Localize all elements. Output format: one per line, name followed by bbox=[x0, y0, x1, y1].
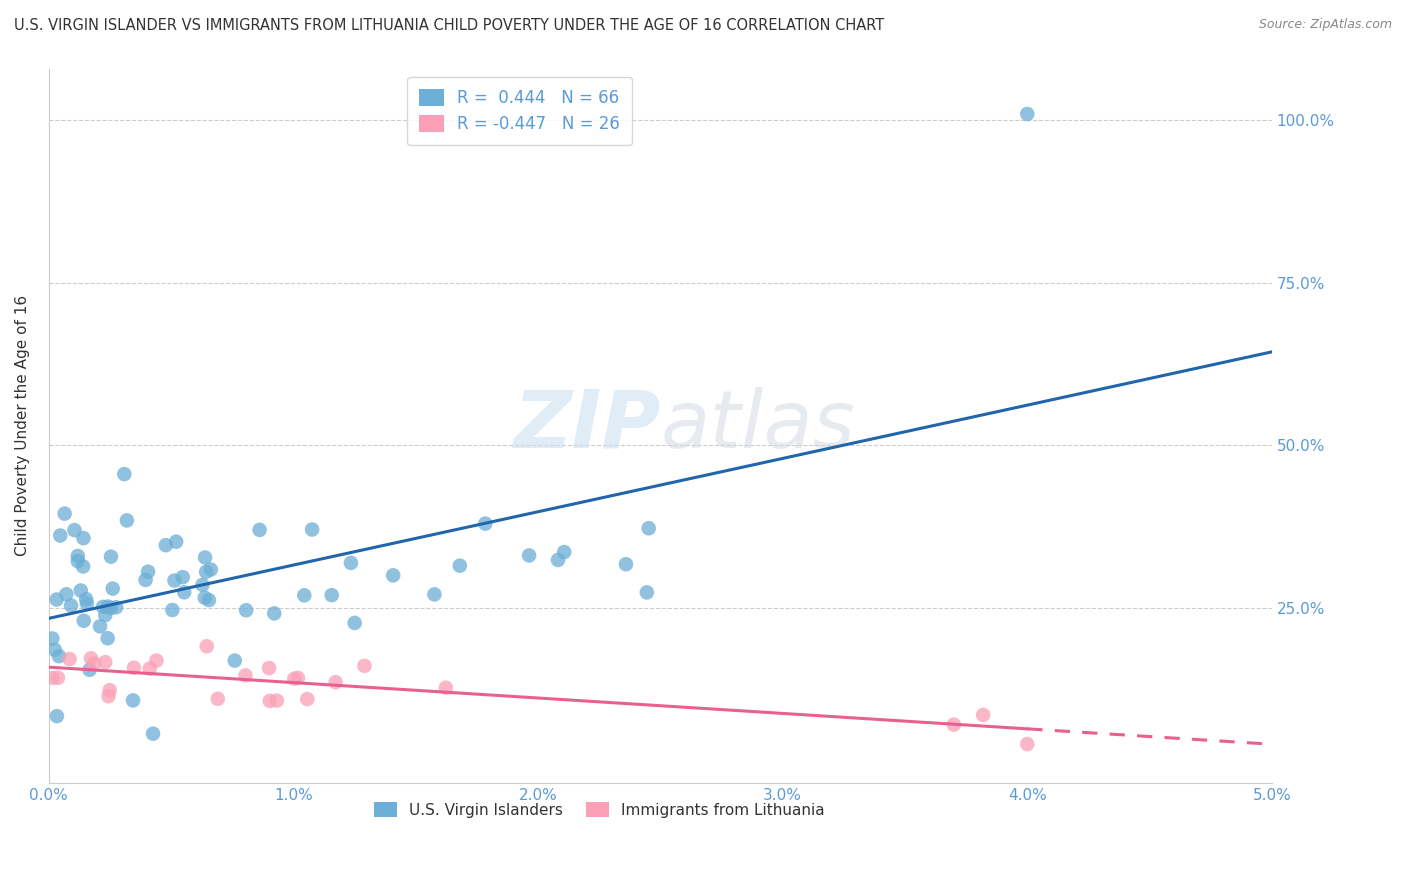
Point bbox=[942, 717, 965, 731]
Point bbox=[45, 592, 67, 607]
Point bbox=[163, 574, 186, 588]
Point bbox=[76, 597, 98, 611]
Point bbox=[434, 681, 457, 695]
Y-axis label: Child Poverty Under the Age of 16: Child Poverty Under the Age of 16 bbox=[15, 295, 30, 557]
Point bbox=[637, 521, 659, 535]
Point bbox=[122, 693, 145, 707]
Text: U.S. VIRGIN ISLANDER VS IMMIGRANTS FROM LITHUANIA CHILD POVERTY UNDER THE AGE OF: U.S. VIRGIN ISLANDER VS IMMIGRANTS FROM … bbox=[14, 18, 884, 33]
Point bbox=[449, 558, 471, 573]
Point bbox=[122, 661, 145, 675]
Point bbox=[80, 651, 103, 665]
Point bbox=[101, 582, 124, 596]
Point bbox=[97, 599, 120, 614]
Point bbox=[194, 591, 217, 605]
Point bbox=[353, 658, 375, 673]
Point bbox=[136, 565, 159, 579]
Point bbox=[100, 601, 122, 615]
Point bbox=[200, 563, 222, 577]
Point bbox=[301, 523, 323, 537]
Point bbox=[198, 593, 221, 607]
Point bbox=[138, 662, 160, 676]
Point bbox=[58, 652, 80, 666]
Point bbox=[145, 653, 167, 667]
Point bbox=[66, 549, 89, 563]
Point bbox=[63, 523, 86, 537]
Point bbox=[194, 550, 217, 565]
Point bbox=[41, 671, 63, 685]
Point bbox=[89, 619, 111, 633]
Point bbox=[297, 692, 319, 706]
Point bbox=[94, 655, 117, 669]
Point bbox=[340, 556, 363, 570]
Point bbox=[75, 592, 97, 607]
Point bbox=[53, 507, 76, 521]
Point bbox=[48, 649, 70, 664]
Point bbox=[66, 554, 89, 568]
Point bbox=[69, 583, 91, 598]
Point bbox=[73, 614, 96, 628]
Point bbox=[83, 657, 105, 671]
Point bbox=[1017, 737, 1039, 751]
Text: Source: ZipAtlas.com: Source: ZipAtlas.com bbox=[1258, 18, 1392, 31]
Point bbox=[972, 707, 994, 722]
Point bbox=[195, 640, 218, 654]
Point bbox=[224, 654, 246, 668]
Point bbox=[162, 603, 184, 617]
Text: atlas: atlas bbox=[661, 387, 855, 465]
Point bbox=[287, 671, 309, 685]
Point bbox=[112, 467, 135, 482]
Point bbox=[292, 588, 315, 602]
Point bbox=[165, 534, 187, 549]
Point bbox=[547, 553, 569, 567]
Point bbox=[135, 573, 157, 587]
Point bbox=[98, 683, 121, 698]
Point bbox=[44, 642, 66, 657]
Point bbox=[249, 523, 271, 537]
Point bbox=[142, 727, 165, 741]
Point bbox=[235, 603, 257, 617]
Point bbox=[636, 585, 658, 599]
Point bbox=[55, 587, 77, 601]
Point bbox=[263, 607, 285, 621]
Point bbox=[266, 693, 288, 707]
Point bbox=[195, 565, 218, 579]
Point bbox=[173, 585, 195, 599]
Text: ZIP: ZIP bbox=[513, 387, 661, 465]
Point bbox=[382, 568, 405, 582]
Point bbox=[115, 513, 138, 527]
Point bbox=[94, 608, 117, 623]
Point bbox=[191, 578, 214, 592]
Point bbox=[325, 675, 347, 690]
Point bbox=[343, 615, 366, 630]
Point bbox=[72, 531, 94, 545]
Point bbox=[614, 558, 637, 572]
Point bbox=[257, 661, 280, 675]
Point bbox=[553, 545, 575, 559]
Point bbox=[97, 689, 120, 703]
Point bbox=[283, 672, 305, 686]
Point bbox=[207, 691, 229, 706]
Point bbox=[1017, 107, 1039, 121]
Point bbox=[474, 516, 496, 531]
Point bbox=[97, 632, 120, 646]
Legend: U.S. Virgin Islanders, Immigrants from Lithuania: U.S. Virgin Islanders, Immigrants from L… bbox=[366, 794, 832, 825]
Point bbox=[79, 663, 101, 677]
Point bbox=[423, 587, 446, 601]
Point bbox=[41, 632, 63, 646]
Point bbox=[72, 559, 94, 574]
Point bbox=[100, 549, 122, 564]
Point bbox=[91, 599, 114, 614]
Point bbox=[49, 528, 72, 542]
Point bbox=[155, 538, 177, 552]
Point bbox=[517, 549, 540, 563]
Point bbox=[172, 570, 194, 584]
Point bbox=[60, 599, 83, 613]
Point bbox=[45, 709, 67, 723]
Point bbox=[259, 694, 281, 708]
Point bbox=[321, 588, 343, 602]
Point bbox=[235, 668, 257, 682]
Point bbox=[105, 600, 128, 615]
Point bbox=[46, 671, 69, 685]
